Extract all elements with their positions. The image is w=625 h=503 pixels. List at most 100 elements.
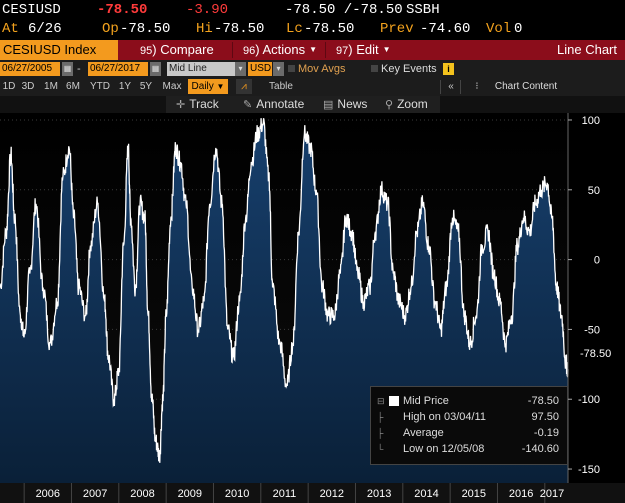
compare-button[interactable]: 95) Compare <box>140 40 214 60</box>
currency-select[interactable]: USD <box>248 62 272 76</box>
key-events-label: Key Events <box>381 63 437 75</box>
period-6m[interactable]: 6M <box>66 81 80 92</box>
open-label: Op <box>102 21 119 37</box>
quote-line: At 6/26 Op -78.50 Hi -78.50 Lc -78.50 Pr… <box>0 19 625 39</box>
mov-avgs-toggle[interactable]: Mov Avgs <box>288 60 346 78</box>
volume-value: 0 <box>514 21 523 37</box>
bid-ask: -78.50 /-78.50 <box>285 2 403 18</box>
actions-label: Actions <box>262 42 306 57</box>
legend-box[interactable]: ⊟ Mid Price -78.50 ├ High on 03/04/11 97… <box>370 386 568 465</box>
x-tick-label: 2017 <box>540 488 564 500</box>
period-3d[interactable]: 3D <box>21 81 35 92</box>
info-icon[interactable]: i <box>443 63 454 75</box>
series-value: -78.50 <box>527 395 559 407</box>
security-field[interactable]: CESIUSD Index <box>0 40 118 60</box>
divider <box>325 42 326 58</box>
tree-branch-icon: ├ <box>377 428 384 438</box>
frequency-label: Daily <box>191 81 214 92</box>
open-value: -78.50 <box>120 21 171 37</box>
period-bar: 1D 3D 1M 6M YTD 1Y 5Y Max Daily ▼ ⩘ Tabl… <box>0 78 625 96</box>
legend-low: └ Low on 12/05/08 -140.60 <box>371 441 567 457</box>
y-tick-label: -50 <box>584 324 600 336</box>
track-button[interactable]: ✛ Track <box>176 96 219 113</box>
collapse-icon[interactable]: « <box>448 81 454 92</box>
chart-settings-icon[interactable]: ⁝ <box>475 81 479 92</box>
x-tick-label: 2011 <box>273 488 297 500</box>
tools-bar: ✛ Track ✎ Annotate ▤ News ⚲ Zoom <box>0 96 625 113</box>
checkbox-icon <box>371 65 378 72</box>
y-tick-label: -100 <box>578 394 600 406</box>
period-ytd[interactable]: YTD <box>90 81 110 92</box>
start-date-field[interactable]: 06/27/2005 <box>0 62 60 76</box>
x-tick-label: 2015 <box>462 488 486 500</box>
annotate-label: Annotate <box>256 97 305 111</box>
legend-series: ⊟ Mid Price -78.50 <box>371 393 567 409</box>
range-bar: 06/27/2005 ▦ - 06/27/2017 ▦ Mid Line ▾ U… <box>0 60 625 78</box>
series-swatch <box>389 396 399 406</box>
chart-content-button[interactable]: Chart Content <box>494 81 558 92</box>
high-value: 97.50 <box>531 411 559 423</box>
collapse-icon[interactable]: ⊟ <box>377 396 385 406</box>
low-value: -140.60 <box>521 443 559 455</box>
last-price-label: -78.50 <box>571 346 619 362</box>
table-button[interactable]: Table <box>269 81 293 92</box>
news-button[interactable]: ▤ News <box>323 96 367 113</box>
y-tick-label: -150 <box>578 464 600 476</box>
x-tick-label: 2013 <box>367 488 391 500</box>
period-5y[interactable]: 5Y <box>139 81 153 92</box>
annotate-button[interactable]: ✎ Annotate <box>243 96 304 113</box>
period-1d[interactable]: 1D <box>2 81 16 92</box>
newspaper-icon: ▤ <box>323 99 334 111</box>
key-events-toggle[interactable]: Key Events <box>371 60 437 78</box>
end-date-field[interactable]: 06/27/2017 <box>88 62 148 76</box>
edit-number: 97 <box>336 45 349 57</box>
x-tick-label: 2008 <box>130 488 154 500</box>
x-tick-label: 2010 <box>225 488 249 500</box>
zoom-label: Zoom <box>397 97 428 111</box>
divider <box>440 80 441 94</box>
prev-label: Prev <box>380 21 414 37</box>
price-type-select[interactable]: Mid Line <box>167 62 241 76</box>
x-tick-label: 2012 <box>320 488 344 500</box>
magnifier-icon: ⚲ <box>385 99 394 111</box>
pencil-icon: ✎ <box>243 99 253 111</box>
calendar-icon[interactable]: ▦ <box>62 62 73 76</box>
x-tick-label: 2014 <box>414 488 438 500</box>
actions-icon: ) <box>255 42 260 57</box>
x-tick-label: 2009 <box>178 488 202 500</box>
y-tick-label: 100 <box>582 115 600 127</box>
chevron-down-icon: ▼ <box>309 45 318 54</box>
actions-button[interactable]: 96) Actions ▼ <box>243 40 317 60</box>
ticker-symbol: CESIUSD <box>2 2 61 18</box>
edit-icon: ) <box>348 42 353 57</box>
calendar-icon[interactable]: ▦ <box>150 62 161 76</box>
dropdown-icon[interactable]: ▾ <box>273 62 284 76</box>
tools-panel <box>166 96 440 113</box>
tree-branch-icon: ├ <box>377 412 384 422</box>
frequency-select[interactable]: Daily ▼ <box>188 79 228 94</box>
period-1m[interactable]: 1M <box>44 81 58 92</box>
last-price: -78.50 <box>97 2 148 18</box>
chevron-down-icon: ▼ <box>382 45 391 54</box>
crosshair-icon: ✛ <box>176 99 186 111</box>
high-label: High on 03/04/11 <box>403 411 486 423</box>
period-1y[interactable]: 1Y <box>118 81 132 92</box>
price-source: SSBH <box>406 2 440 18</box>
dropdown-icon[interactable]: ▾ <box>235 62 246 76</box>
compare-number: 95 <box>140 45 153 57</box>
series-name: Mid Price <box>403 395 449 407</box>
edit-button[interactable]: 97) Edit ▼ <box>336 40 391 60</box>
low-value: -78.50 <box>304 21 355 37</box>
low-label: Lc <box>286 21 303 37</box>
line-chart-icon[interactable]: ⩘ <box>236 79 252 94</box>
period-max[interactable]: Max <box>162 81 182 92</box>
x-tick-label: 2006 <box>36 488 60 500</box>
x-tick-label: 2016 <box>509 488 533 500</box>
x-tick-label: 2007 <box>83 488 107 500</box>
zoom-button[interactable]: ⚲ Zoom <box>385 96 428 113</box>
at-label: At <box>2 21 19 37</box>
volume-label: Vol <box>486 21 512 37</box>
average-value: -0.19 <box>533 427 559 439</box>
y-axis-ticks: 100 50 0 -50 -100 -150 <box>568 115 600 476</box>
y-tick-label: 0 <box>594 255 600 267</box>
